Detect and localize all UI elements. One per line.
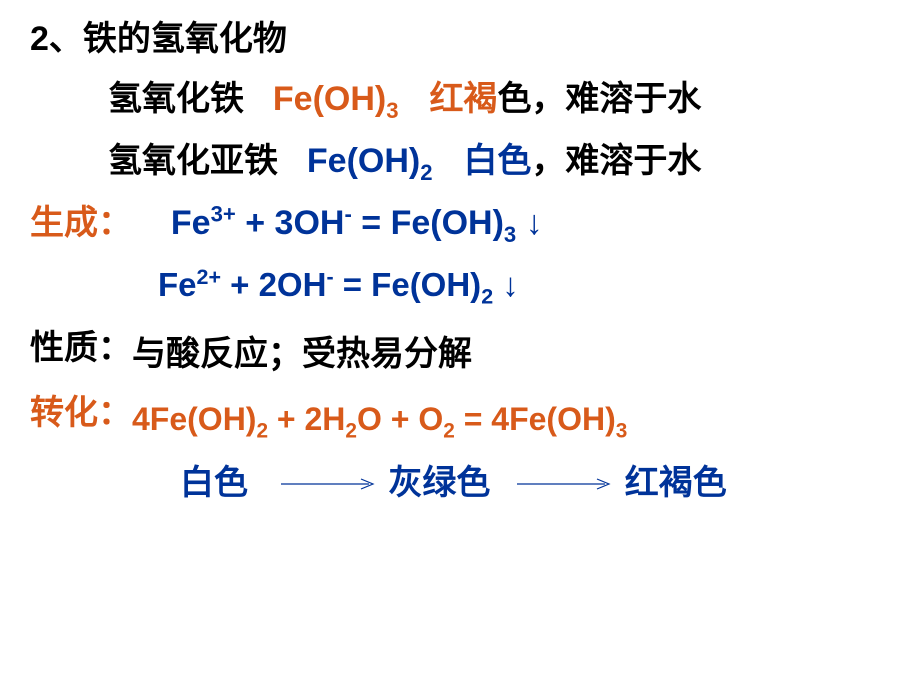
feoh3-formula-pre: Fe(OH) (273, 80, 386, 118)
eq1-prod-sub: 3 (504, 222, 516, 247)
property-label: 性质： (30, 329, 132, 367)
eq1-oh: + 3OH (236, 204, 345, 242)
eq1-oh-charge: - (344, 202, 351, 227)
eq1-fe: Fe (171, 204, 211, 242)
formation-line1: 生成： Fe3+ + 3OH- = Fe(OH)3 ↓ (30, 206, 890, 240)
eq2-oh-charge: - (326, 265, 333, 289)
ceq-a-sub: 2 (256, 419, 268, 442)
property-text: 与酸反应；受热易分解 (132, 336, 472, 373)
eq2-prod-sub: 2 (481, 285, 493, 309)
feoh3-name-cn: 氢氧化铁 (108, 80, 244, 118)
ceq-b: + 2H (268, 401, 345, 437)
ceq-c: O + O (357, 401, 443, 437)
feoh2-formula: Fe(OH)2 (307, 142, 433, 180)
ceq-b-sub: 2 (345, 419, 357, 442)
formation-eq1: Fe3+ + 3OH- = Fe(OH)3 ↓ (171, 204, 543, 242)
heading-line: 2、铁的氢氧化物 (30, 22, 890, 56)
formation-line2: Fe2+ + 2OH- = Fe(OH)2 ↓ (158, 268, 890, 301)
convert-label: 转化： (30, 394, 132, 432)
feoh2-line: 氢氧化亚铁 Fe(OH)2 白色，难溶于水 (108, 144, 890, 178)
feoh3-line: 氢氧化铁 Fe(OH)3 红褐色，难溶于水 (108, 82, 890, 116)
eq1-precip: ↓ (516, 204, 542, 242)
eq2-prod: = Fe(OH) (334, 266, 482, 303)
ceq-d: = 4Fe(OH) (455, 401, 616, 437)
eq2-fe: Fe (158, 266, 197, 303)
convert-eq: 4Fe(OH)2 + 2H2O + O2 = 4Fe(OH)3 (132, 401, 627, 437)
ceq-a: 4Fe(OH) (132, 401, 256, 437)
color-redbrown: 红褐色 (625, 464, 727, 502)
feoh2-color: 白色 (463, 142, 531, 180)
arrow-icon (281, 477, 379, 491)
feoh2-formula-sub: 2 (420, 160, 432, 185)
formation-label: 生成： (30, 204, 132, 242)
eq2-precip: ↓ (493, 266, 519, 303)
convert-line: 转化：4Fe(OH)2 + 2H2O + O2 = 4Fe(OH)3 (30, 396, 890, 430)
eq2-oh: + 2OH (221, 266, 326, 303)
ceq-c-sub: 2 (443, 419, 455, 442)
color-transition-line: 白色 灰绿色 红褐色 (180, 466, 890, 500)
formation-eq2: Fe2+ + 2OH- = Fe(OH)2 ↓ (158, 266, 519, 303)
feoh2-formula-pre: Fe(OH) (307, 142, 420, 180)
arrow-icon (517, 477, 615, 491)
heading-text: 2、铁的氢氧化物 (30, 20, 287, 58)
eq1-fe-charge: 3+ (211, 202, 236, 227)
slide: 2、铁的氢氧化物 氢氧化铁 Fe(OH)3 红褐色，难溶于水 氢氧化亚铁 Fe(… (0, 0, 920, 690)
color-graygreen: 灰绿色 (388, 464, 490, 502)
eq1-prod: = Fe(OH) (352, 204, 504, 242)
feoh2-name-cn: 氢氧化亚铁 (108, 142, 278, 180)
feoh3-color-suffix: 色，难溶于水 (497, 80, 701, 118)
ceq-d-sub: 3 (616, 419, 628, 442)
eq2-fe-charge: 2+ (197, 265, 221, 289)
feoh3-formula-sub: 3 (386, 98, 398, 123)
feoh3-color-prefix: 红褐 (429, 80, 497, 118)
color-white: 白色 (180, 464, 248, 502)
property-line: 性质：与酸反应；受热易分解 (30, 331, 890, 366)
feoh2-rest: ，难溶于水 (531, 142, 701, 180)
feoh3-formula: Fe(OH)3 (273, 80, 399, 118)
